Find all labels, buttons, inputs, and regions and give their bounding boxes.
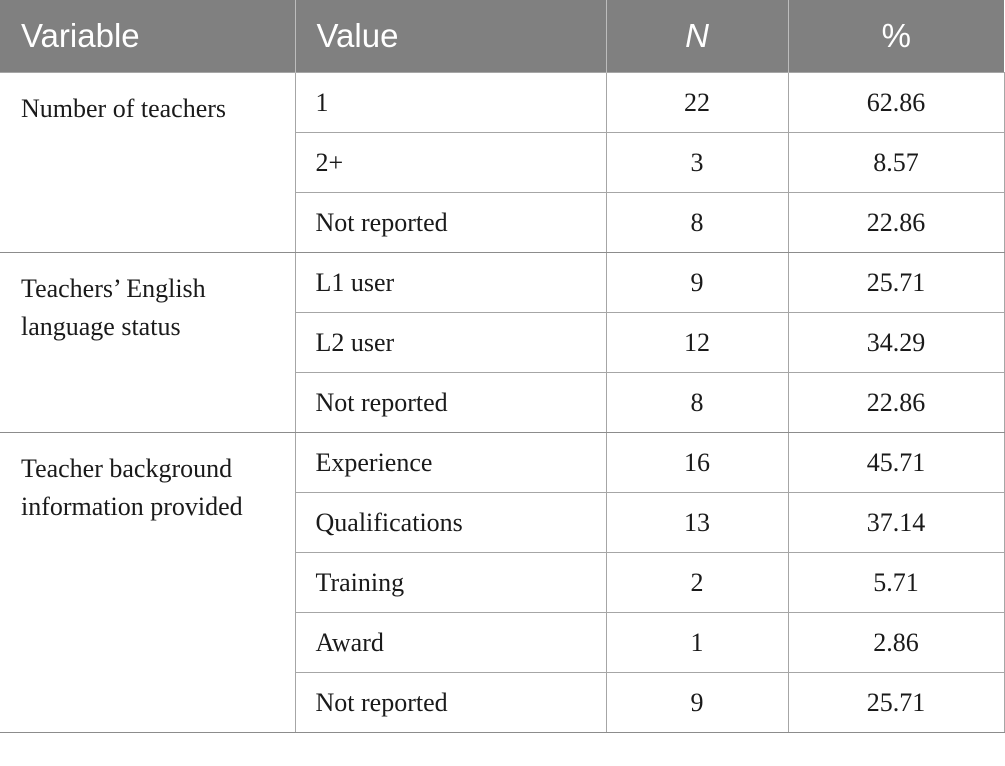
variable-cell: Number of teachers xyxy=(0,72,296,253)
percent-cell: 25.71 xyxy=(787,672,1005,733)
value-cell: Qualifications xyxy=(294,492,607,553)
table-row: Not reported 8 22.86 xyxy=(0,372,1005,433)
percent-cell: 25.71 xyxy=(787,252,1005,313)
n-cell: 12 xyxy=(605,312,789,373)
value-cell: Experience xyxy=(294,432,607,493)
table-header: Variable Value N % xyxy=(0,0,1004,73)
percent-cell: 62.86 xyxy=(787,72,1005,133)
n-cell: 8 xyxy=(605,372,789,433)
n-cell: 9 xyxy=(605,672,789,733)
table-row: Training 2 5.71 xyxy=(0,552,1005,613)
n-cell: 1 xyxy=(605,612,789,673)
value-cell: Award xyxy=(294,612,607,673)
percent-cell: 5.71 xyxy=(787,552,1005,613)
variable-cell: Teachers’ English language status xyxy=(0,252,296,433)
table-row: Qualifications 13 37.14 xyxy=(0,492,1005,553)
value-cell: L1 user xyxy=(294,252,607,313)
header-percent: % xyxy=(787,0,1004,73)
teacher-variables-table: Variable Value N % Number of teachers 1 … xyxy=(0,0,1005,733)
value-cell: L2 user xyxy=(294,312,607,373)
n-cell: 9 xyxy=(605,252,789,313)
table-row: Teacher background information provided … xyxy=(0,432,1005,733)
n-cell: 2 xyxy=(605,552,789,613)
variable-cell: Teacher background information provided xyxy=(0,432,296,733)
percent-cell: 37.14 xyxy=(787,492,1005,553)
table-row: Not reported 9 25.71 xyxy=(0,672,1005,733)
table-row: L2 user 12 34.29 xyxy=(0,312,1005,373)
table-row: 2+ 3 8.57 xyxy=(0,132,1005,193)
value-cell: Training xyxy=(294,552,607,613)
value-cell: Not reported xyxy=(294,192,607,253)
value-cell: 1 xyxy=(294,72,607,133)
n-cell: 16 xyxy=(605,432,789,493)
n-cell: 22 xyxy=(605,72,789,133)
header-value: Value xyxy=(294,0,606,73)
table-row: Number of teachers 1 22 62.86 xyxy=(0,72,1005,253)
percent-cell: 22.86 xyxy=(787,192,1005,253)
n-cell: 3 xyxy=(605,132,789,193)
percent-cell: 22.86 xyxy=(787,372,1005,433)
table-row: Teachers’ English language status L1 use… xyxy=(0,252,1005,433)
header-variable: Variable xyxy=(0,0,295,73)
n-cell: 8 xyxy=(605,192,789,253)
table-row: Not reported 8 22.86 xyxy=(0,192,1005,253)
value-cell: Not reported xyxy=(294,372,607,433)
percent-cell: 34.29 xyxy=(787,312,1005,373)
n-cell: 13 xyxy=(605,492,789,553)
percent-cell: 45.71 xyxy=(787,432,1005,493)
percent-cell: 8.57 xyxy=(787,132,1005,193)
percent-cell: 2.86 xyxy=(787,612,1005,673)
value-cell: Not reported xyxy=(294,672,607,733)
value-cell: 2+ xyxy=(294,132,607,193)
header-row: Variable Value N % xyxy=(0,0,1004,73)
header-n: N xyxy=(605,0,788,73)
table-body: Number of teachers 1 22 62.86 2+ 3 8.57 … xyxy=(0,72,1005,733)
